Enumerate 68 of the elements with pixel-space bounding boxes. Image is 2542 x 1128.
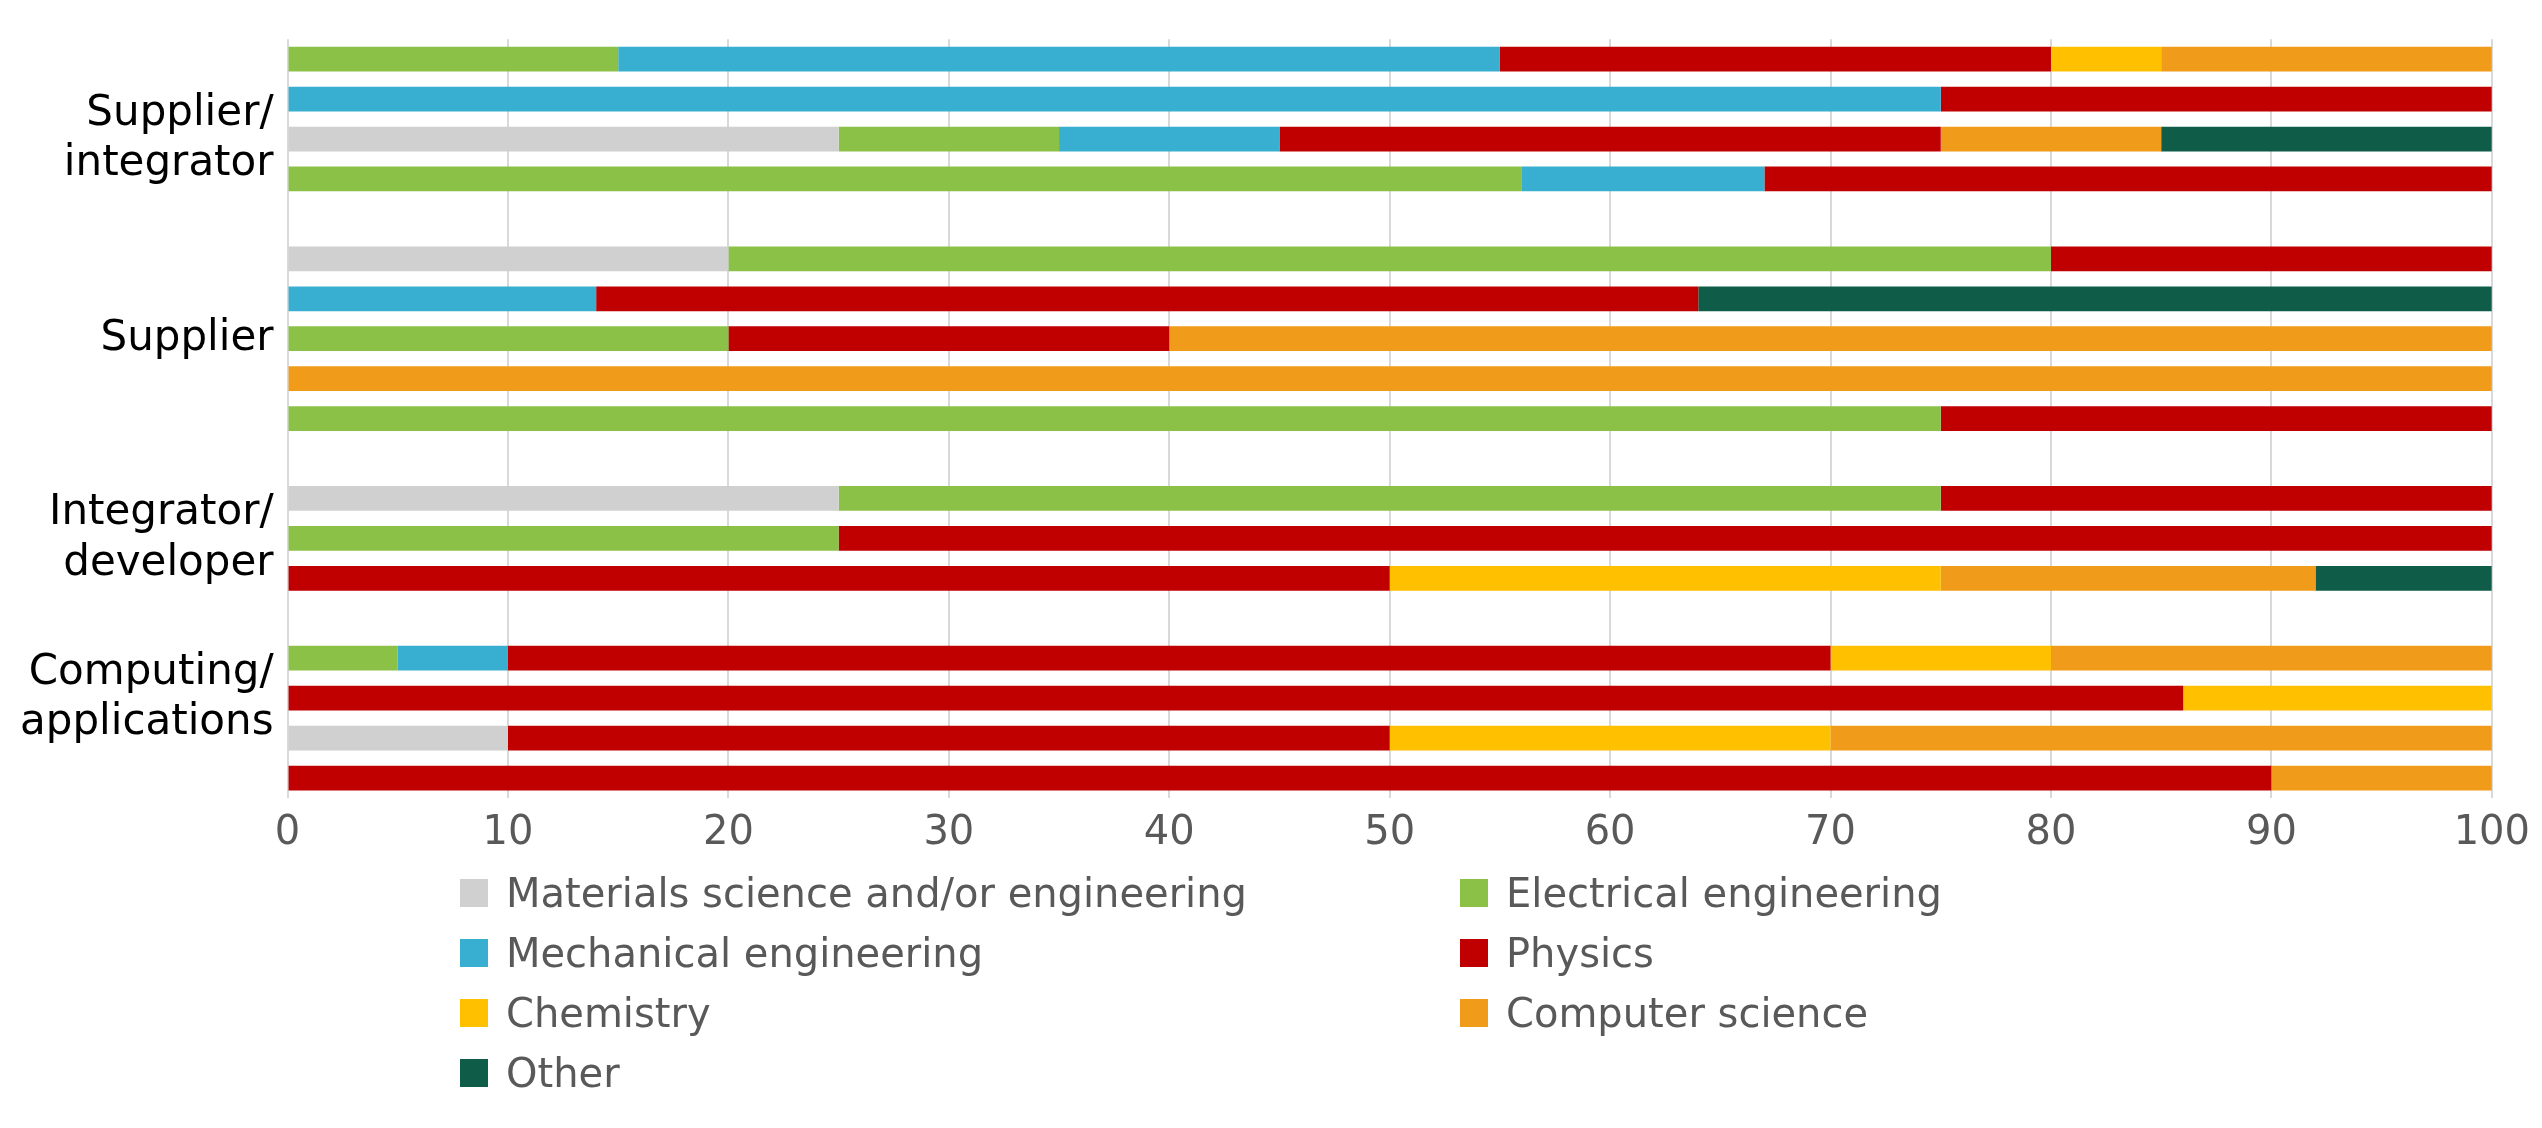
bar	[838, 486, 1941, 511]
y-tick-label: Integrator/ developer	[49, 485, 275, 585]
x-tick-label: 0	[274, 807, 301, 854]
bar	[1169, 326, 2492, 352]
bar	[1521, 166, 1765, 192]
bar	[288, 86, 1941, 112]
bar	[397, 645, 508, 671]
bar	[1940, 406, 2492, 431]
bar	[1279, 126, 1941, 152]
bar	[288, 286, 597, 312]
legend-label: Electrical engineering	[1506, 870, 1942, 916]
y-tick-label: Computing/ applications	[20, 644, 275, 745]
bar	[507, 725, 1390, 751]
bar	[2161, 126, 2492, 152]
bar	[1698, 286, 2492, 312]
bar	[288, 685, 2184, 711]
bar	[1940, 486, 2492, 511]
bar	[1059, 126, 1280, 152]
legend-label: Mechanical engineering	[506, 930, 984, 976]
bar	[838, 526, 2492, 551]
bar	[288, 406, 1941, 431]
legend-label: Physics	[1506, 930, 1654, 976]
bar	[288, 366, 2492, 392]
bar	[728, 326, 1170, 352]
x-tick-label: 80	[2025, 807, 2077, 854]
x-tick-label: 50	[1364, 807, 1416, 854]
bar	[2183, 685, 2492, 711]
bar	[288, 46, 619, 72]
bar	[728, 246, 2051, 272]
x-tick-label: 90	[2245, 807, 2297, 854]
bar	[1389, 725, 1831, 751]
legend-label: Chemistry	[506, 990, 711, 1036]
bar	[1830, 725, 2492, 751]
bar	[1940, 86, 2492, 112]
x-tick-label: 20	[702, 807, 754, 854]
legend-label: Other	[506, 1050, 620, 1096]
x-tick-label: 40	[1143, 807, 1195, 854]
bar	[288, 765, 2272, 791]
bar	[1940, 126, 2162, 152]
y-tick-label: Supplier	[100, 310, 275, 360]
bar	[2050, 46, 2162, 72]
bar	[2050, 246, 2492, 272]
x-tick-label: 100	[2453, 807, 2531, 854]
legend-label: Computer science	[1506, 990, 1869, 1036]
bar	[2050, 645, 2492, 671]
bar	[618, 46, 1500, 72]
bar	[2271, 765, 2492, 791]
x-tick-label: 30	[923, 807, 975, 854]
bar	[1830, 645, 2051, 671]
bar	[838, 126, 1060, 152]
bar	[1940, 565, 2316, 591]
bar	[2161, 46, 2492, 72]
legend-label: Materials science and/or engineering	[506, 870, 1247, 916]
bar	[288, 645, 398, 671]
bar	[288, 565, 1390, 591]
bar	[1499, 46, 2051, 72]
bar	[596, 286, 1699, 312]
bar	[288, 326, 729, 352]
bar	[2315, 565, 2492, 591]
x-tick-label: 60	[1584, 807, 1636, 854]
x-tick-label: 10	[482, 807, 534, 854]
bar	[507, 645, 1831, 671]
y-tick-label: Supplier/ integrator	[63, 85, 275, 186]
bar	[288, 166, 1522, 192]
x-tick-label: 70	[1805, 807, 1856, 854]
bar	[288, 526, 839, 551]
bar	[1764, 166, 2492, 192]
bar	[1389, 565, 1941, 591]
